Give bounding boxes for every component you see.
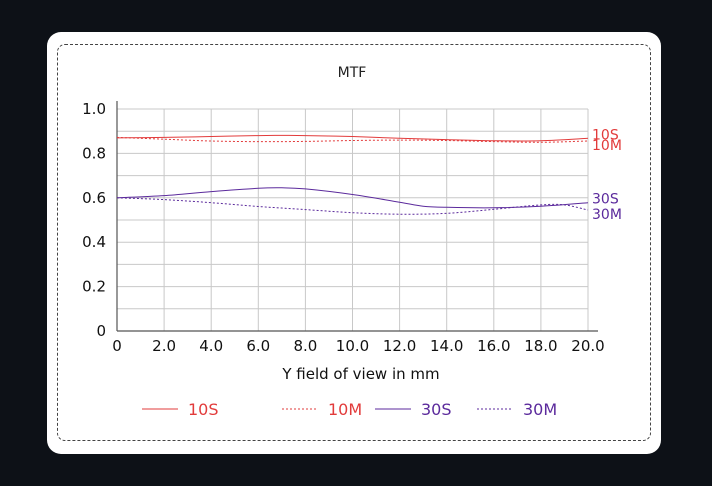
- series-end-label-30s: 30S: [592, 192, 619, 208]
- x-tick-label: 20.0: [571, 337, 604, 355]
- x-tick-label: 10.0: [336, 337, 369, 355]
- y-tick-label: 0.2: [82, 278, 106, 296]
- x-tick-label: 2.0: [152, 337, 176, 355]
- legend-label-30m: 30M: [523, 400, 557, 419]
- x-axis-ticks: 0 2.0 4.0 6.0 8.0 10.0 12.0 14.0 16.0 18.0 20.0: [112, 337, 604, 355]
- y-tick-label: 0: [96, 322, 106, 340]
- grid: [117, 108, 589, 331]
- x-tick-label: 16.0: [477, 337, 510, 355]
- x-tick-label: 4.0: [199, 337, 223, 355]
- series-end-label-10m: 10M: [592, 138, 622, 154]
- chart-frame: [57, 44, 651, 441]
- chart-title: MTF: [338, 65, 367, 81]
- series-line-10m: [116, 136, 589, 143]
- y-axis-ticks: 0 0.2 0.4 0.6 0.8 1.0: [82, 100, 106, 340]
- y-tick-label: 0.4: [82, 233, 106, 251]
- x-tick-label: 6.0: [246, 337, 270, 355]
- x-axis-label: Y field of view in mm: [281, 365, 439, 383]
- series-line-10s: [116, 134, 589, 142]
- legend: 10S 10M 30S 30M: [142, 400, 557, 419]
- y-tick-label: 0.8: [82, 144, 106, 162]
- legend-label-30s: 30S: [421, 400, 452, 419]
- series-lines: [116, 134, 589, 215]
- axes: [116, 101, 598, 332]
- legend-label-10s: 10S: [188, 400, 219, 419]
- x-tick-label: 0: [112, 337, 122, 355]
- x-tick-label: 12.0: [383, 337, 416, 355]
- x-tick-label: 14.0: [430, 337, 463, 355]
- chart-card: [47, 32, 661, 454]
- x-tick-label: 8.0: [293, 337, 317, 355]
- series-end-label-30m: 30M: [592, 207, 622, 223]
- y-tick-label: 0.6: [82, 189, 106, 207]
- series-line-30s: [116, 187, 589, 209]
- legend-label-10m: 10M: [328, 400, 362, 419]
- series-end-label-10s: 10S: [592, 127, 619, 143]
- x-tick-label: 18.0: [524, 337, 557, 355]
- y-tick-label: 1.0: [82, 100, 106, 118]
